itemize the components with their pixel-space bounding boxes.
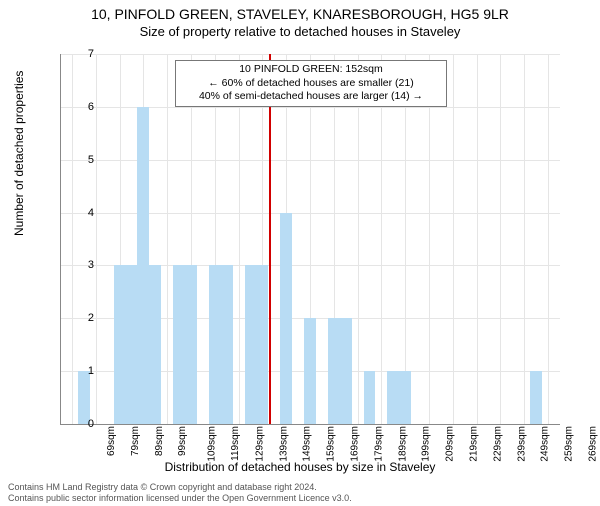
- ytick-label: 4: [88, 207, 94, 219]
- histogram-bar: [78, 371, 90, 424]
- ytick-label: 7: [88, 48, 94, 60]
- xtick-label: 79sqm: [130, 426, 141, 456]
- footer-attribution: Contains HM Land Registry data © Crown c…: [8, 482, 352, 504]
- ytick-label: 5: [88, 154, 94, 166]
- histogram-bar: [137, 107, 149, 424]
- histogram-bar: [304, 318, 316, 424]
- xtick-label: 209sqm: [445, 426, 456, 462]
- histogram-bar: [280, 213, 292, 424]
- ytick-label: 3: [88, 259, 94, 271]
- histogram-bar: [209, 265, 221, 424]
- x-axis-label: Distribution of detached houses by size …: [0, 460, 600, 474]
- annotation-box: 10 PINFOLD GREEN: 152sqm ← 60% of detach…: [175, 60, 447, 107]
- xtick-label: 159sqm: [326, 426, 337, 462]
- xtick-label: 179sqm: [373, 426, 384, 462]
- x-axis-line: [60, 424, 560, 425]
- plot-area: [60, 54, 560, 424]
- histogram-bar: [387, 371, 399, 424]
- histogram-bar: [221, 265, 233, 424]
- xtick-label: 129sqm: [254, 426, 265, 462]
- annotation-line2: ← 60% of detached houses are smaller (21…: [180, 77, 442, 91]
- histogram-bar: [149, 265, 161, 424]
- histogram-bar: [125, 265, 137, 424]
- xtick-label: 169sqm: [350, 426, 361, 462]
- xtick-label: 219sqm: [469, 426, 480, 462]
- xtick-label: 249sqm: [540, 426, 551, 462]
- histogram-bar: [256, 265, 268, 424]
- xtick-label: 229sqm: [492, 426, 503, 462]
- histogram-bar: [245, 265, 257, 424]
- xtick-label: 199sqm: [421, 426, 432, 462]
- histogram-bar: [114, 265, 126, 424]
- xtick-label: 69sqm: [106, 426, 117, 456]
- xtick-label: 89sqm: [154, 426, 165, 456]
- histogram-bar: [364, 371, 376, 424]
- histogram-bar: [399, 371, 411, 424]
- xtick-label: 149sqm: [302, 426, 313, 462]
- histogram-bar: [340, 318, 352, 424]
- xtick-label: 109sqm: [207, 426, 218, 462]
- histogram-chart: [60, 54, 560, 424]
- xtick-label: 189sqm: [397, 426, 408, 462]
- footer-line2: Contains public sector information licen…: [8, 493, 352, 504]
- xtick-label: 119sqm: [230, 426, 241, 461]
- xtick-label: 239sqm: [516, 426, 527, 462]
- y-axis-label: Number of detached properties: [12, 71, 26, 236]
- y-axis-line: [60, 54, 61, 424]
- marker-line: [269, 54, 271, 424]
- annotation-line3: 40% of semi-detached houses are larger (…: [180, 90, 442, 104]
- xtick-label: 139sqm: [278, 426, 289, 462]
- footer-line1: Contains HM Land Registry data © Crown c…: [8, 482, 352, 493]
- xtick-label: 269sqm: [588, 426, 599, 462]
- histogram-bar: [185, 265, 197, 424]
- ytick-label: 1: [88, 365, 94, 377]
- chart-title-main: 10, PINFOLD GREEN, STAVELEY, KNARESBOROU…: [0, 6, 600, 22]
- histogram-bar: [173, 265, 185, 424]
- chart-title-sub: Size of property relative to detached ho…: [0, 24, 600, 39]
- xtick-label: 259sqm: [564, 426, 575, 462]
- histogram-bar: [328, 318, 340, 424]
- ytick-label: 0: [88, 418, 94, 430]
- histogram-bar: [530, 371, 542, 424]
- ytick-label: 6: [88, 101, 94, 113]
- ytick-label: 2: [88, 312, 94, 324]
- xtick-label: 99sqm: [177, 426, 188, 456]
- annotation-line1: 10 PINFOLD GREEN: 152sqm: [180, 63, 442, 77]
